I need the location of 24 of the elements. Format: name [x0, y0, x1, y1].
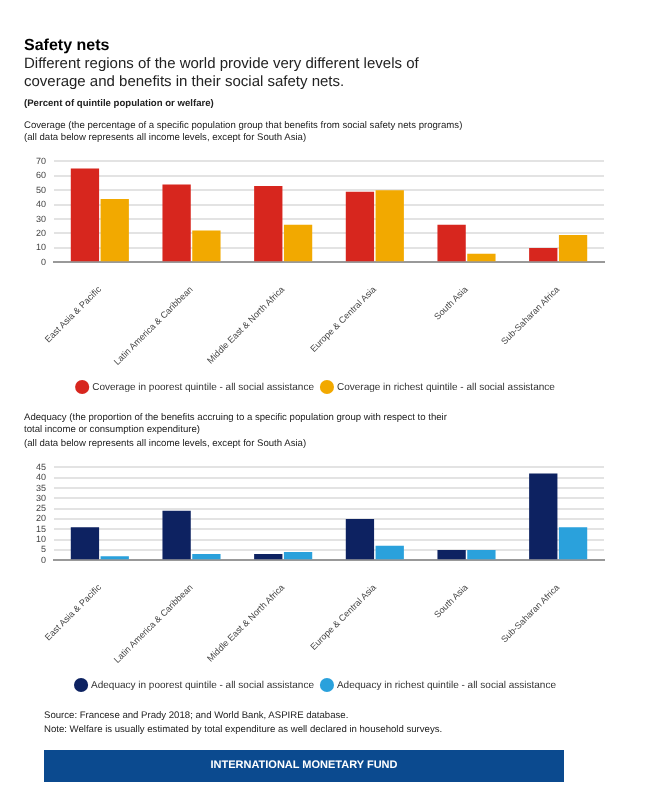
bar — [558, 527, 588, 560]
bar — [70, 527, 100, 560]
bar — [558, 234, 588, 262]
bar — [192, 230, 221, 262]
bar — [467, 253, 496, 262]
bar — [283, 551, 313, 560]
bar — [162, 510, 191, 560]
bar — [437, 549, 466, 560]
bar — [529, 473, 558, 560]
bar — [254, 553, 283, 560]
chart-title: Safety nets — [24, 36, 112, 54]
bar — [345, 518, 375, 560]
bar — [467, 549, 496, 560]
bar — [529, 247, 558, 262]
bar — [345, 191, 375, 262]
bar — [162, 184, 191, 262]
bar — [192, 553, 221, 560]
bar — [100, 198, 129, 262]
bar — [283, 224, 313, 262]
bar — [437, 224, 466, 262]
bar — [254, 185, 283, 262]
bar — [375, 545, 404, 560]
bar — [375, 190, 404, 262]
bar — [70, 168, 100, 262]
